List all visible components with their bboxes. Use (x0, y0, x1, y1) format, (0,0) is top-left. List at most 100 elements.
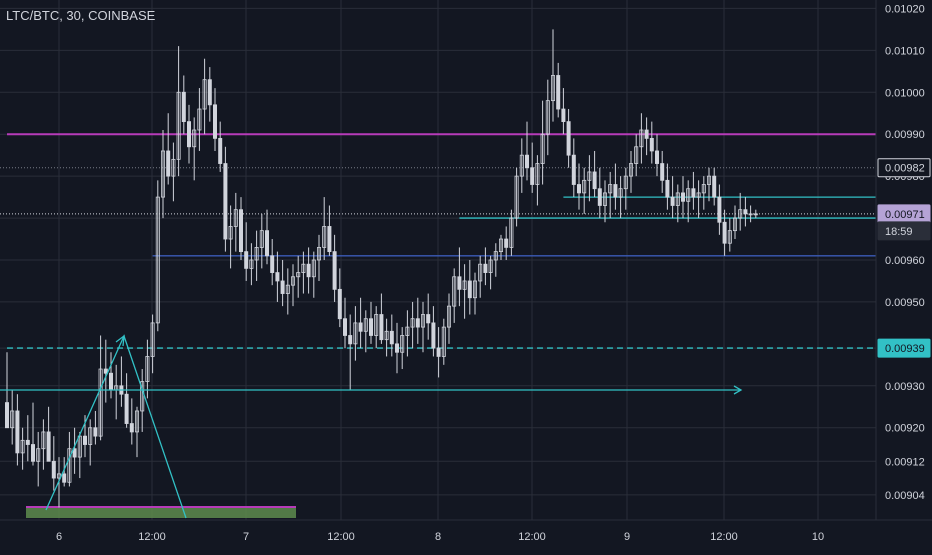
candle-body (140, 381, 145, 412)
candle-body (311, 259, 316, 278)
y-tick-label: 0.00950 (885, 297, 925, 309)
candle-body (134, 410, 139, 433)
candle-body (15, 410, 20, 454)
price-label-text: 0.00971 (885, 209, 925, 221)
candle-body (166, 150, 171, 177)
x-tick-label: 12:00 (518, 531, 546, 543)
y-tick-label: 0.00930 (885, 381, 925, 393)
candle-body (103, 368, 108, 374)
candle-body (540, 133, 545, 164)
candle-body (218, 137, 223, 164)
candle-body (41, 431, 46, 450)
candle-body (472, 280, 477, 299)
candle-body (186, 121, 191, 148)
candle-body (452, 276, 457, 307)
y-tick-label: 0.01010 (885, 45, 925, 57)
candle-body (675, 192, 680, 206)
candle-body (623, 175, 628, 190)
x-tick-label: 10 (812, 531, 824, 543)
candle-body (88, 427, 93, 445)
candle-body (530, 167, 535, 185)
y-tick-label: 0.01000 (885, 87, 925, 99)
candle-body (212, 104, 217, 139)
candle-body (535, 163, 540, 185)
candle-body (738, 209, 743, 219)
candle-body (753, 213, 758, 216)
candle-body (83, 435, 88, 445)
candle-body (483, 263, 488, 273)
candle-body (597, 188, 602, 206)
price-label-text: 18:59 (885, 226, 913, 238)
candle-body (712, 175, 717, 198)
candle-body (405, 326, 410, 336)
candle-body (467, 280, 472, 299)
price-label-text: 0.00939 (885, 343, 925, 355)
candle-body (348, 335, 353, 345)
candle-body (51, 460, 56, 479)
candle-body (566, 121, 571, 156)
candle-body (462, 280, 467, 290)
price-labels: 0.00982 0.00971 18:59 0.00939 (877, 158, 931, 358)
candle-body (660, 163, 665, 181)
green-zone (26, 507, 296, 518)
candle-body (670, 196, 675, 206)
y-tick-label: 0.00990 (885, 129, 925, 141)
candle-body (342, 318, 347, 336)
candle-body (665, 179, 670, 198)
candle-body (420, 314, 425, 328)
price-label-box (877, 338, 931, 358)
candle-body (109, 372, 114, 391)
candle-body (415, 318, 420, 328)
drawings-group (0, 334, 743, 519)
candle-body (223, 163, 228, 240)
candle-body (72, 448, 77, 458)
candle-body (446, 305, 451, 328)
candle-body (701, 184, 706, 194)
candle-body (363, 318, 368, 332)
candle-body (176, 91, 181, 160)
candle-body (498, 238, 503, 253)
candle-body (67, 448, 72, 483)
candle-body (603, 192, 608, 206)
candle-body (192, 129, 197, 148)
candle-body (691, 188, 696, 198)
grid-lines (0, 0, 876, 520)
candle-body (306, 263, 311, 278)
candle-body (327, 226, 332, 253)
green-zone-group (26, 506, 296, 518)
candle-body (5, 402, 10, 429)
x-tick-label: 12:00 (710, 531, 738, 543)
candle-body (556, 75, 561, 110)
candle-body (301, 263, 306, 273)
candle-body (644, 129, 649, 139)
y-tick-label: 0.00960 (885, 255, 925, 267)
candle-body (592, 171, 597, 190)
candle-body (655, 150, 660, 164)
y-tick-label: 0.01020 (885, 3, 925, 15)
x-tick-label: 7 (243, 531, 249, 543)
time-axis[interactable]: 6 12:00 7 12:00 8 12:00 9 12:00 10 (56, 531, 824, 543)
candle-body (171, 158, 176, 177)
candle-body (478, 263, 483, 282)
candle-body (587, 171, 592, 181)
candle-body (368, 318, 373, 336)
candle-body (238, 209, 243, 253)
candle-body (426, 314, 431, 324)
chart-title: LTC/BTC, 30, COINBASE (6, 8, 156, 23)
candle-body (743, 209, 748, 215)
candle-body (608, 184, 613, 194)
candle-body (436, 347, 441, 357)
candle-body (129, 423, 134, 433)
arrow-head (733, 385, 743, 395)
candle-body (707, 175, 712, 185)
candle-body (696, 192, 701, 198)
candle-body (639, 129, 644, 148)
candle-body (374, 314, 379, 336)
candle-body (249, 259, 254, 269)
candle-body (259, 230, 264, 248)
candle-body (337, 288, 342, 320)
candle-body (722, 221, 727, 244)
candle-body (509, 217, 514, 248)
candle-body (202, 79, 207, 110)
